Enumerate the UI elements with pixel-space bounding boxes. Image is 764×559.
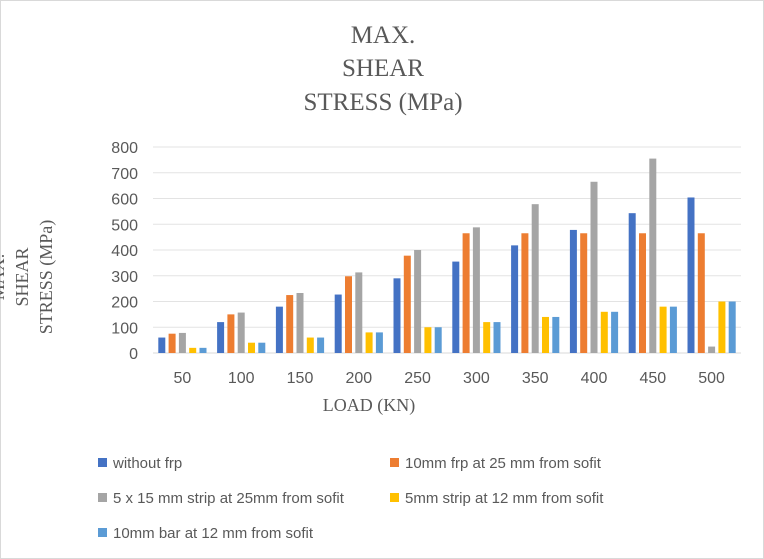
bar <box>493 322 501 353</box>
bar <box>531 204 539 353</box>
bar <box>542 316 549 353</box>
bar <box>708 346 716 353</box>
bar <box>434 327 442 353</box>
legend-label: 10mm frp at 25 mm from sofit <box>405 455 601 472</box>
bar <box>168 333 176 353</box>
bar <box>189 347 197 353</box>
plot-area: 0 100 200 300 400 500 600 700 800 50 100 150 200 250 3… <box>111 140 741 387</box>
x-tick-label: 450 <box>639 370 666 387</box>
legend-item: 10mm bar at 12 mm from sofit <box>98 525 313 542</box>
bar <box>199 347 207 353</box>
bar <box>649 158 657 353</box>
bar <box>414 250 422 353</box>
y-tick-label: 400 <box>111 243 138 260</box>
y-tick-label: 800 <box>111 140 138 157</box>
legend-item: 5mm strip at 12 mm from sofit <box>390 490 603 507</box>
x-axis-title: LOAD (KN) <box>322 395 416 415</box>
x-tick-label: 300 <box>463 370 490 387</box>
bar <box>424 327 432 353</box>
y-tick-label: 200 <box>111 295 138 312</box>
bar <box>628 213 636 353</box>
bar <box>728 301 736 353</box>
legend-label: without frp <box>113 455 183 472</box>
y-tick-label: 700 <box>111 166 138 183</box>
bar <box>306 337 314 353</box>
legend-item: 10mm frp at 25 mm from sofit <box>390 455 601 472</box>
y-tick-label: 500 <box>111 217 138 234</box>
legend-label: 5mm strip at 12 mm from sofit <box>405 490 604 507</box>
x-tick-label: 150 <box>287 370 314 387</box>
bar <box>375 332 383 353</box>
bar <box>258 342 266 353</box>
chart-title-line-2: SHEAR <box>342 55 424 82</box>
x-tick-label: 250 <box>404 370 431 387</box>
bar <box>697 233 705 353</box>
legend-swatch <box>98 458 107 467</box>
bar <box>511 245 519 353</box>
y-tick-label: 0 <box>129 346 138 363</box>
bar <box>286 295 294 353</box>
legend-swatch <box>390 493 399 502</box>
x-tick-label: 400 <box>581 370 608 387</box>
bar <box>600 311 608 353</box>
x-tick-label: 200 <box>345 370 372 387</box>
bar <box>590 181 598 353</box>
legend-swatch <box>390 458 399 467</box>
bar <box>393 278 401 353</box>
y-tick-label: 600 <box>111 192 138 209</box>
bar <box>462 233 470 353</box>
chart-title-line-1: MAX. <box>350 22 416 49</box>
legend-swatch <box>98 528 107 537</box>
bar <box>639 233 646 353</box>
bar <box>669 306 677 353</box>
bar <box>569 229 577 353</box>
bar <box>365 332 373 353</box>
bar <box>248 342 255 353</box>
bar <box>275 306 283 353</box>
bar <box>178 332 186 353</box>
legend-item: 5 x 15 mm strip at 25mm from sofit <box>98 490 344 507</box>
bar <box>355 272 363 353</box>
bar <box>334 294 342 353</box>
x-tick-label: 100 <box>228 370 255 387</box>
bar <box>718 301 726 353</box>
bar <box>296 293 304 353</box>
bar <box>227 314 235 353</box>
x-tick-label: 500 <box>698 370 725 387</box>
bar <box>237 312 245 353</box>
x-tick-label: 350 <box>522 370 549 387</box>
bar <box>452 261 460 353</box>
bar <box>158 337 166 353</box>
bar <box>521 233 529 353</box>
y-tick-label: 100 <box>111 320 138 337</box>
legend-label: 10mm bar at 12 mm from sofit <box>113 525 314 542</box>
bar <box>659 306 667 353</box>
chart-title-line-3: STRESS (MPa) <box>303 89 463 116</box>
bar <box>217 322 225 353</box>
bar <box>317 337 325 353</box>
bar <box>403 255 411 353</box>
legend-label: 5 x 15 mm strip at 25mm from sofit <box>113 490 344 507</box>
legend-swatch <box>98 493 107 502</box>
bar <box>345 276 352 353</box>
y-tick-label: 300 <box>111 269 138 286</box>
bar <box>552 316 560 353</box>
bar <box>472 227 480 353</box>
bar <box>580 233 588 353</box>
legend-item: without frp <box>98 455 182 472</box>
bar <box>611 311 619 353</box>
bar <box>483 322 491 353</box>
x-tick-label: 50 <box>174 370 192 387</box>
bar <box>687 197 695 353</box>
